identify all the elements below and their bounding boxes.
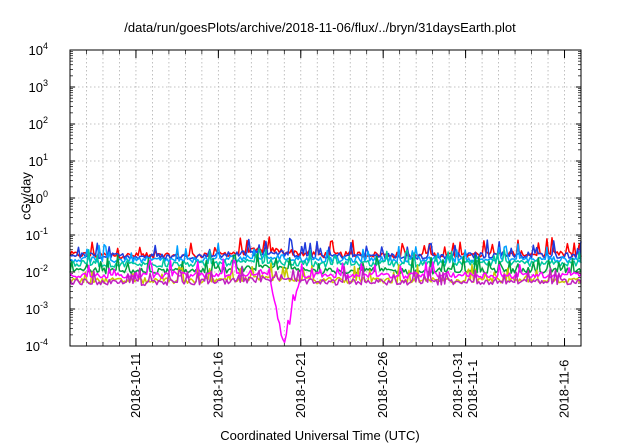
y-tick-exponent: 4 xyxy=(43,41,48,51)
series-line-4 xyxy=(69,247,582,268)
y-tick-exponent: -2 xyxy=(40,263,48,273)
y-tick-label: 10-1 xyxy=(26,226,48,243)
y-tick-label: 10-3 xyxy=(26,300,48,317)
y-tick-exponent: -4 xyxy=(40,337,48,347)
y-tick-exponent: -1 xyxy=(40,226,48,236)
series-line-6 xyxy=(69,262,582,285)
y-tick-exponent: -3 xyxy=(40,300,48,310)
y-tick-base: 10 xyxy=(26,228,40,243)
y-axis-label: cGy/day xyxy=(18,172,34,220)
y-tick-base: 10 xyxy=(29,117,43,132)
x-tick-label: 2018-10-31 xyxy=(450,352,465,419)
x-tick-label: 2018-10-26 xyxy=(375,352,390,419)
chart-title: /data/run/goesPlots/archive/2018-11-06/f… xyxy=(124,20,516,35)
y-tick-base: 10 xyxy=(26,339,40,354)
y-tick-label: 104 xyxy=(29,41,48,58)
x-axis-label: Coordinated Universal Time (UTC) xyxy=(220,428,420,443)
y-tick-base: 10 xyxy=(29,80,43,95)
y-tick-base: 10 xyxy=(29,154,43,169)
y-tick-exponent: 2 xyxy=(43,115,48,125)
y-tick-label: 103 xyxy=(29,78,48,95)
y-tick-exponent: 0 xyxy=(43,189,48,199)
x-tick-label: 2018-10-11 xyxy=(128,352,143,418)
y-tick-base: 10 xyxy=(29,43,43,58)
y-tick-label: 100 xyxy=(29,189,48,206)
y-tick-exponent: 1 xyxy=(43,152,48,162)
series-line-5 xyxy=(69,253,582,275)
series-line-8 xyxy=(69,265,582,287)
plot-frame xyxy=(69,49,582,347)
y-tick-base: 10 xyxy=(26,302,40,317)
y-tick-base: 10 xyxy=(29,191,43,206)
x-tick-label: 2018-11-1 xyxy=(465,360,480,418)
y-tick-label: 10-2 xyxy=(26,263,48,280)
y-tick-label: 101 xyxy=(29,152,48,169)
series-line-7 xyxy=(69,258,582,344)
x-tick-label: 2018-10-16 xyxy=(210,352,225,419)
x-tick-label: 2018-10-21 xyxy=(293,352,308,419)
y-tick-label: 102 xyxy=(29,115,48,132)
x-tick-label: 2018-11-6 xyxy=(557,360,572,418)
y-tick-exponent: 3 xyxy=(43,78,48,88)
y-tick-label: 10-4 xyxy=(26,337,48,354)
y-tick-base: 10 xyxy=(26,265,40,280)
